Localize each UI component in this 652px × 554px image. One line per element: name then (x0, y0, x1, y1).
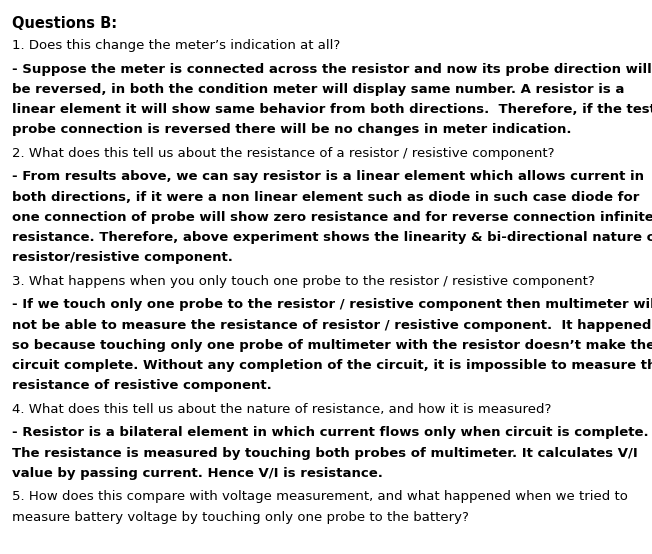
Text: - Resistor is a bilateral element in which current flows only when circuit is co: - Resistor is a bilateral element in whi… (12, 426, 648, 439)
Text: - From results above, we can say resistor is a linear element which allows curre: - From results above, we can say resisto… (12, 170, 644, 183)
Text: measure battery voltage by touching only one probe to the battery?: measure battery voltage by touching only… (12, 510, 469, 524)
Text: resistance of resistive component.: resistance of resistive component. (12, 379, 271, 392)
Text: resistance. Therefore, above experiment shows the linearity & bi-directional nat: resistance. Therefore, above experiment … (12, 231, 652, 244)
Text: 2. What does this tell us about the resistance of a resistor / resistive compone: 2. What does this tell us about the resi… (12, 147, 554, 160)
Text: 4. What does this tell us about the nature of resistance, and how it is measured: 4. What does this tell us about the natu… (12, 403, 551, 416)
Text: value by passing current. Hence V/I is resistance.: value by passing current. Hence V/I is r… (12, 466, 383, 480)
Text: 3. What happens when you only touch one probe to the resistor / resistive compon: 3. What happens when you only touch one … (12, 275, 595, 288)
Text: 1. Does this change the meter’s indication at all?: 1. Does this change the meter’s indicati… (12, 39, 340, 52)
Text: resistor/resistive component.: resistor/resistive component. (12, 251, 233, 264)
Text: not be able to measure the resistance of resistor / resistive component.  It hap: not be able to measure the resistance of… (12, 319, 651, 331)
Text: 5. How does this compare with voltage measurement, and what happened when we tri: 5. How does this compare with voltage me… (12, 490, 628, 503)
Text: both directions, if it were a non linear element such as diode in such case diod: both directions, if it were a non linear… (12, 191, 639, 203)
Text: one connection of probe will show zero resistance and for reverse connection inf: one connection of probe will show zero r… (12, 211, 652, 224)
Text: probe connection is reversed there will be no changes in meter indication.: probe connection is reversed there will … (12, 123, 571, 136)
Text: circuit complete. Without any completion of the circuit, it is impossible to mea: circuit complete. Without any completion… (12, 359, 652, 372)
Text: - Suppose the meter is connected across the resistor and now its probe direction: - Suppose the meter is connected across … (12, 63, 651, 75)
Text: be reversed, in both the condition meter will display same number. A resistor is: be reversed, in both the condition meter… (12, 83, 624, 96)
Text: Questions B:: Questions B: (12, 16, 117, 30)
Text: The resistance is measured by touching both probes of multimeter. It calculates : The resistance is measured by touching b… (12, 447, 638, 459)
Text: so because touching only one probe of multimeter with the resistor doesn’t make : so because touching only one probe of mu… (12, 338, 652, 352)
Text: - If we touch only one probe to the resistor / resistive component then multimet: - If we touch only one probe to the resi… (12, 298, 652, 311)
Text: linear element it will show same behavior from both directions.  Therefore, if t: linear element it will show same behavio… (12, 103, 652, 116)
